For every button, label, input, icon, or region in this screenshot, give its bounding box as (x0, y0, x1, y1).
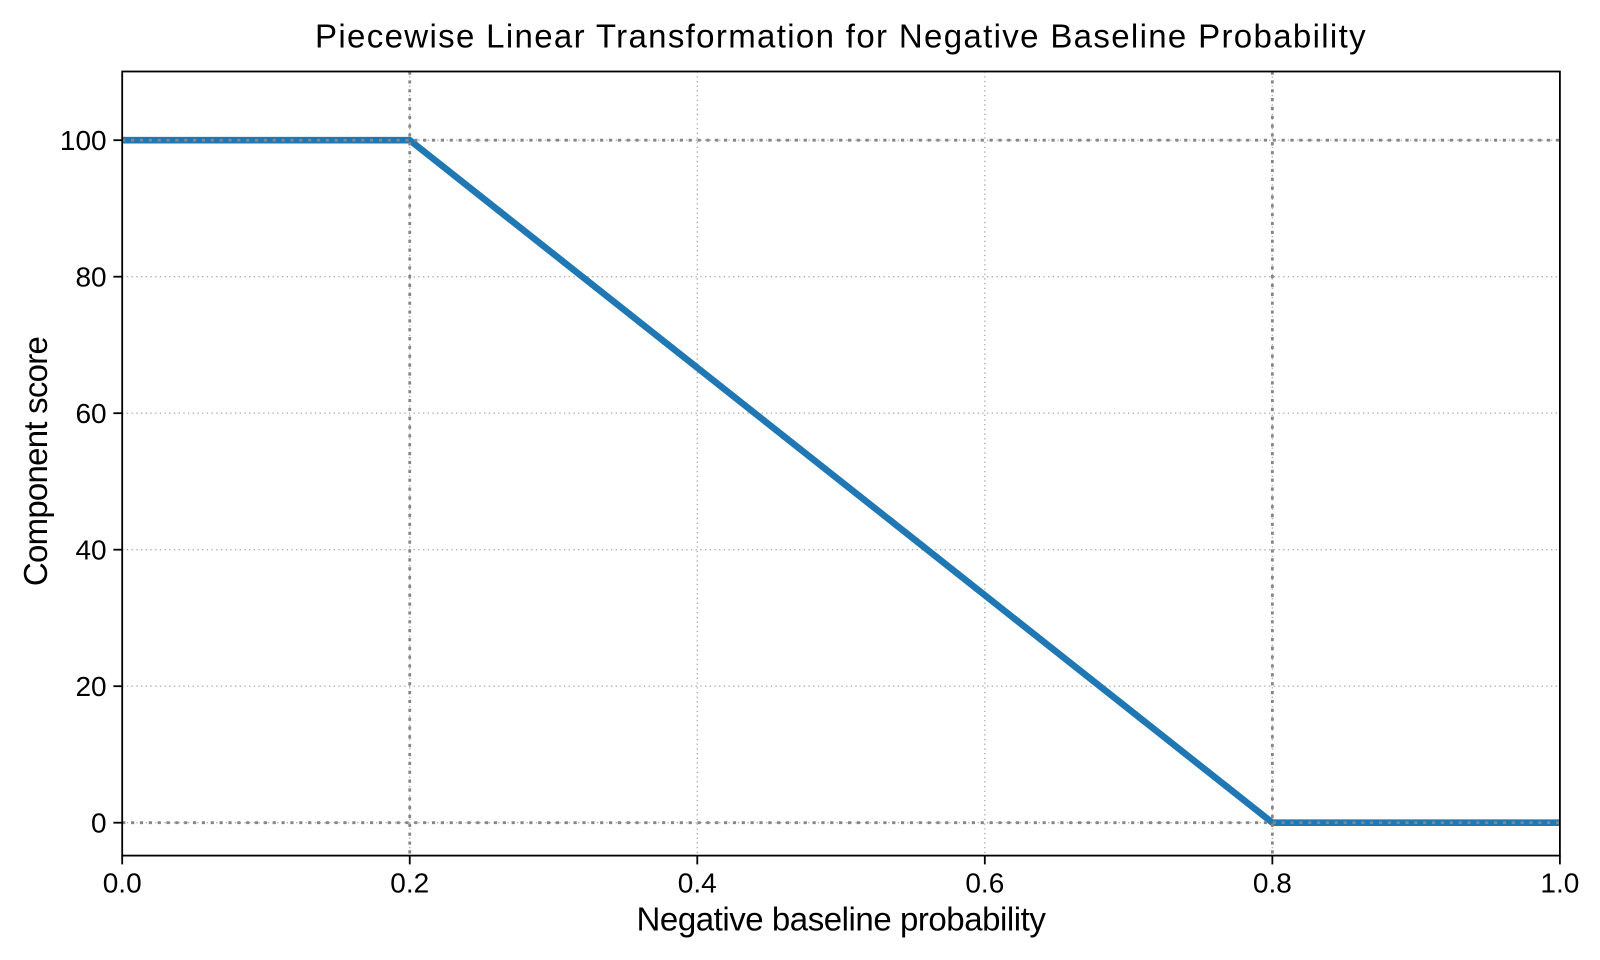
svg-text:80: 80 (75, 262, 106, 293)
svg-text:60: 60 (75, 398, 106, 429)
svg-text:1.0: 1.0 (1540, 868, 1579, 899)
svg-text:0.8: 0.8 (1253, 868, 1292, 899)
svg-text:0.6: 0.6 (965, 868, 1004, 899)
svg-text:0.2: 0.2 (390, 868, 429, 899)
svg-text:0: 0 (91, 808, 107, 839)
svg-text:40: 40 (75, 535, 106, 566)
svg-text:0.4: 0.4 (678, 868, 717, 899)
svg-text:Component score: Component score (17, 337, 54, 586)
svg-text:0.0: 0.0 (103, 868, 142, 899)
svg-text:Piecewise Linear Transformatio: Piecewise Linear Transformation for Nega… (315, 18, 1367, 55)
svg-text:Negative baseline probability: Negative baseline probability (637, 901, 1047, 938)
svg-text:20: 20 (75, 671, 106, 702)
svg-text:100: 100 (60, 125, 107, 156)
